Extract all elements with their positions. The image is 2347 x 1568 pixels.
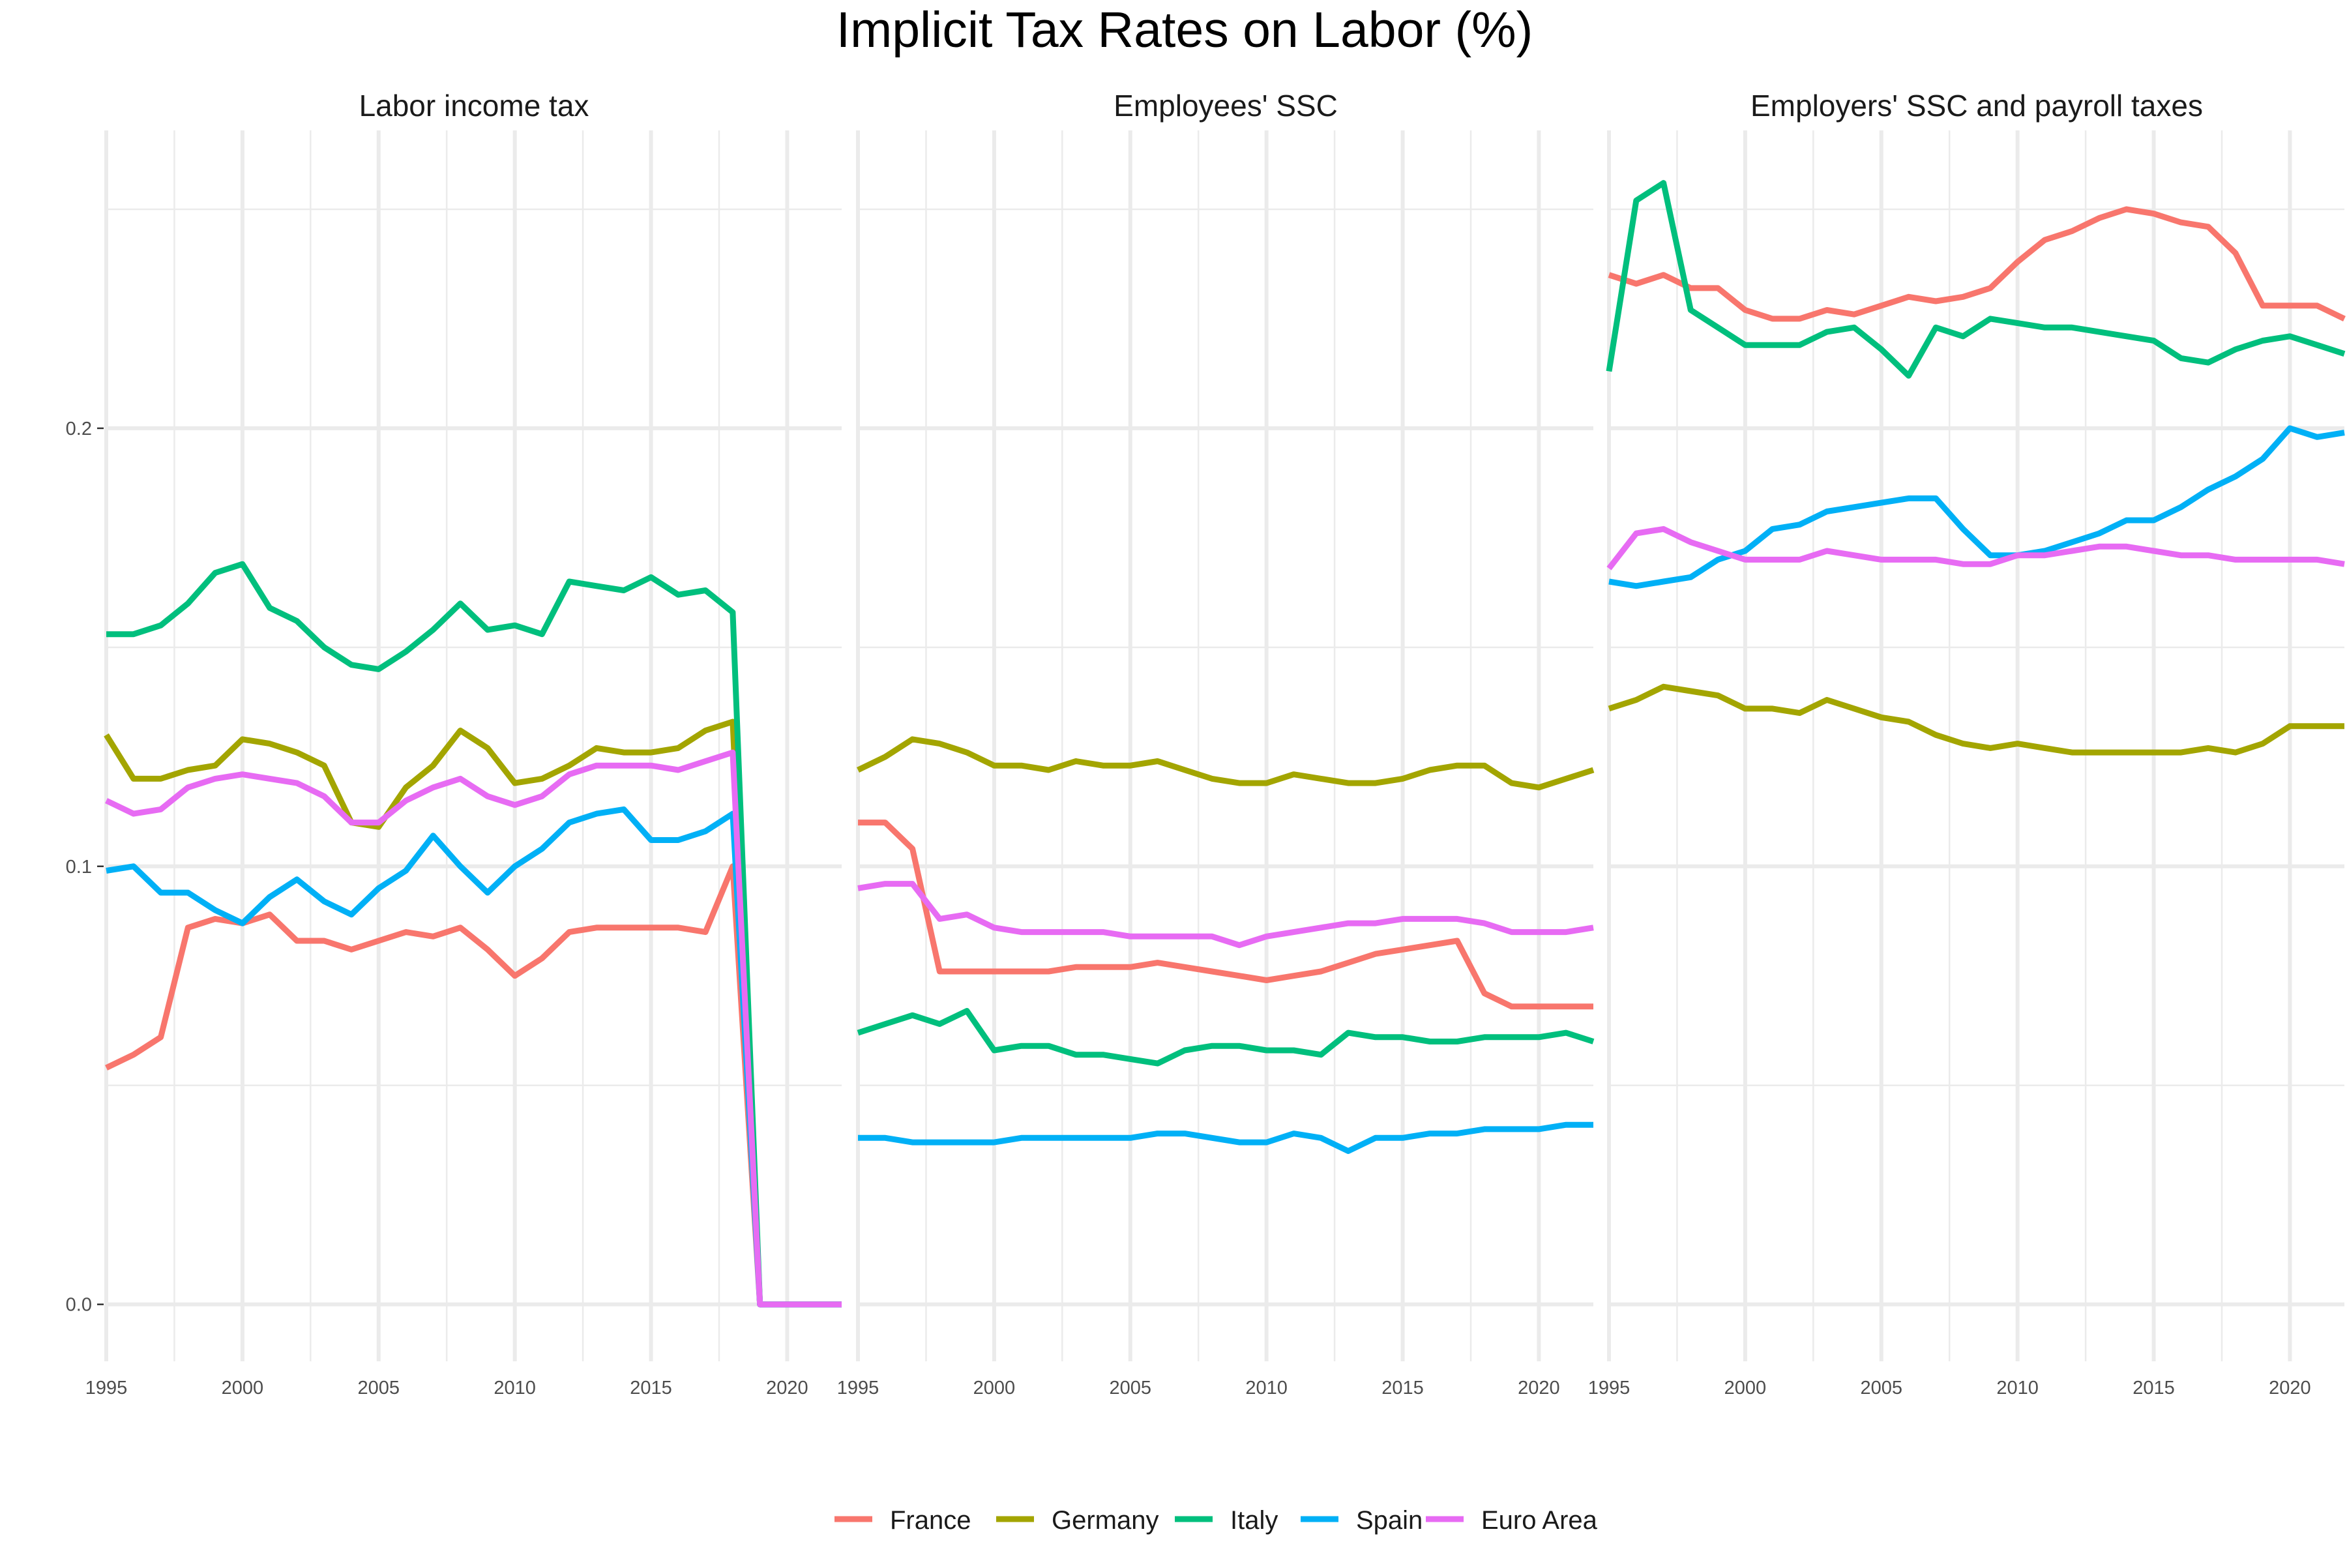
series-line-germany xyxy=(104,718,842,1308)
x-tick-label: 2000 xyxy=(973,1378,1016,1398)
series-line-spain xyxy=(106,806,842,1308)
legend-label: France xyxy=(890,1506,971,1535)
series-line-euro-area xyxy=(105,749,842,1308)
series-line-germany xyxy=(1608,683,2344,756)
y-tick-label: 0.1 xyxy=(66,857,92,878)
x-tick-label: 2020 xyxy=(1518,1378,1560,1398)
x-tick-label: 1995 xyxy=(85,1378,128,1398)
legend-item-germany: Germany xyxy=(996,1506,1159,1535)
series-line-france xyxy=(858,820,1593,1010)
x-tick-label: 2005 xyxy=(358,1378,400,1398)
panel-title: Employees' SSC xyxy=(1114,89,1338,123)
x-tick-label: 2015 xyxy=(1381,1378,1424,1398)
x-tick-label: 2000 xyxy=(1724,1378,1767,1398)
panel-title: Labor income tax xyxy=(359,89,589,123)
series-line-france xyxy=(1608,206,2346,322)
panel-title: Employers' SSC and payroll taxes xyxy=(1750,89,2203,123)
legend-item-italy: Italy xyxy=(1175,1506,1278,1535)
y-tick-label: 0.2 xyxy=(66,419,92,439)
legend-label: Germany xyxy=(1052,1506,1159,1535)
x-tick-label: 2005 xyxy=(1861,1378,1903,1398)
series-line-italy xyxy=(1606,180,2346,379)
x-tick-label: 2010 xyxy=(1996,1378,2039,1398)
series-line-euro-area xyxy=(857,881,1594,949)
x-tick-label: 2015 xyxy=(630,1378,672,1398)
series-line-spain xyxy=(858,1121,1593,1154)
chart-title: Implicit Tax Rates on Labor (%) xyxy=(836,2,1533,58)
x-tick-label: 2005 xyxy=(1110,1378,1152,1398)
legend-item-euro-area: Euro Area xyxy=(1426,1506,1598,1535)
series-line-germany xyxy=(857,736,1595,791)
x-tick-label: 2020 xyxy=(766,1378,808,1398)
x-tick-label: 2020 xyxy=(2269,1378,2311,1398)
x-tick-label: 2015 xyxy=(2133,1378,2175,1398)
legend-item-france: France xyxy=(834,1506,971,1535)
x-tick-label: 2000 xyxy=(222,1378,264,1398)
series-line-italy xyxy=(106,561,842,1308)
panel-3: Employers' SSC and payroll taxes 1995 2000… xyxy=(1588,89,2346,1398)
series-line-euro-area xyxy=(1606,525,2345,570)
x-tick-label: 1995 xyxy=(837,1378,879,1398)
legend-label: Italy xyxy=(1230,1506,1278,1535)
series-line-france xyxy=(105,863,842,1308)
x-tick-label: 1995 xyxy=(1588,1378,1631,1398)
legend-label: Euro Area xyxy=(1481,1506,1598,1535)
series-line-italy xyxy=(857,1008,1595,1067)
panel-1: Labor income tax 1995 2000 2005 2010 2015 2020… xyxy=(66,89,842,1398)
legend-item-spain: Spain xyxy=(1301,1506,1423,1535)
legend-label: Spain xyxy=(1356,1506,1423,1535)
panel-2: Employees' SSC 1995 2000 2005 2010 2015 2020 xyxy=(837,89,1595,1398)
legend: France Germany Italy Spain Euro Area xyxy=(834,1506,1598,1535)
panels-layer: Labor income tax 1995 2000 2005 2010 2015 2020… xyxy=(66,89,2346,1398)
x-tick-label: 2010 xyxy=(494,1378,536,1398)
y-tick-label: 0.0 xyxy=(66,1295,92,1316)
x-tick-label: 2010 xyxy=(1245,1378,1288,1398)
